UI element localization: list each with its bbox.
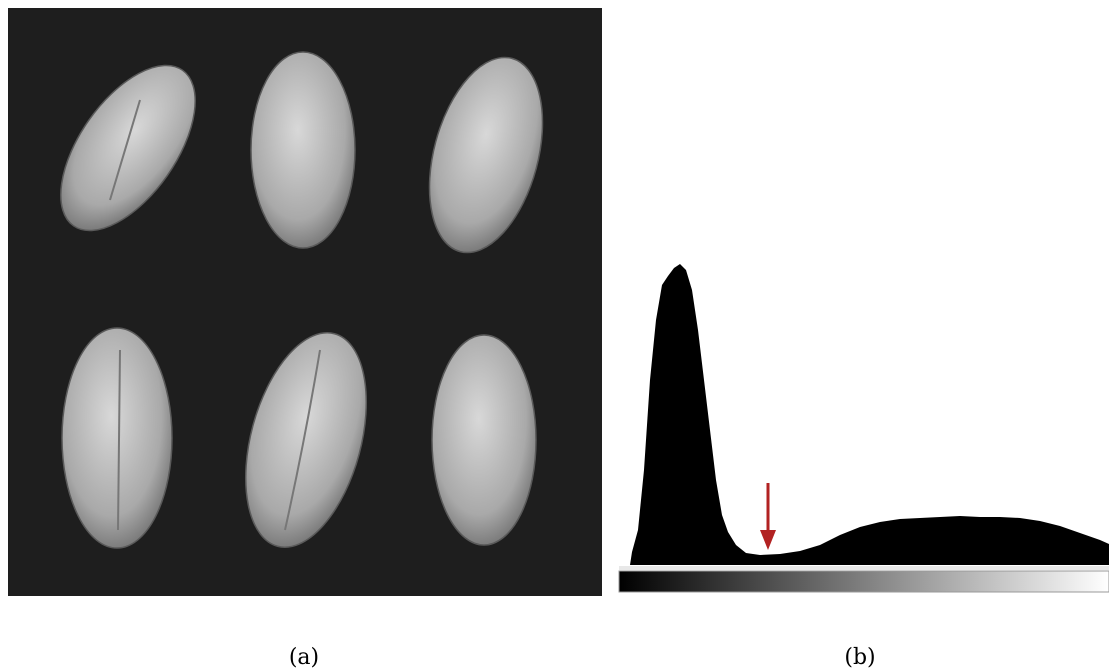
histogram-shape xyxy=(630,264,1109,565)
baseline xyxy=(619,566,1109,570)
grain xyxy=(431,334,537,546)
panel-label: (a) xyxy=(289,645,319,670)
photo-panel xyxy=(8,8,602,596)
grain xyxy=(244,332,368,548)
grain xyxy=(250,51,356,249)
grain xyxy=(61,327,173,549)
threshold-arrowhead xyxy=(760,530,776,550)
gray-ramp xyxy=(618,570,1109,593)
grain-crease xyxy=(284,349,321,531)
histogram-panel xyxy=(618,264,1109,593)
grain xyxy=(428,56,544,254)
grain-crease xyxy=(117,349,121,531)
grain xyxy=(60,64,196,232)
grain-crease xyxy=(109,99,141,201)
panel-label: (b) xyxy=(844,645,875,670)
